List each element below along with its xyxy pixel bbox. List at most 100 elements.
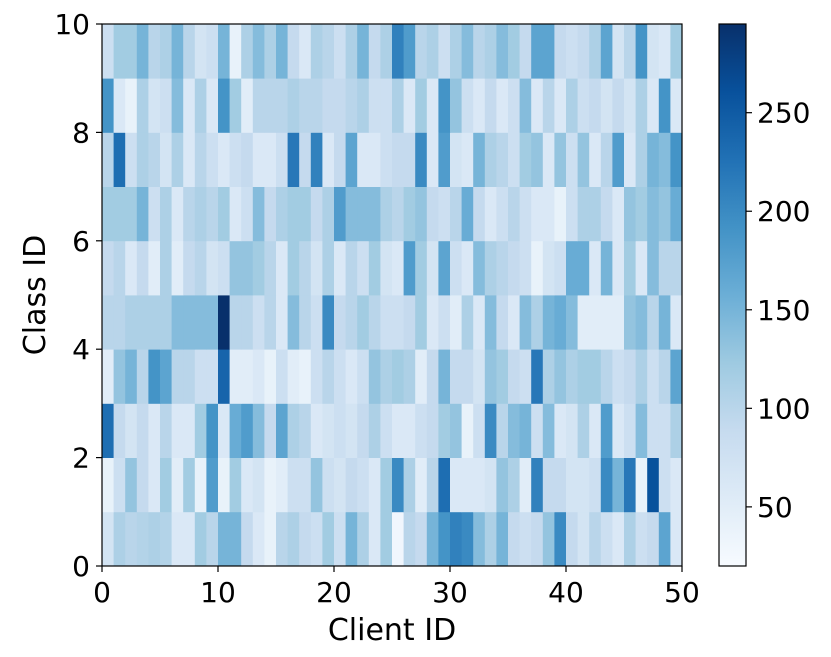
- heatmap-cell: [392, 240, 404, 296]
- heatmap-cell: [102, 295, 114, 350]
- heatmap-cell: [403, 457, 416, 513]
- heatmap-cell: [438, 403, 451, 458]
- heatmap-cell: [647, 78, 660, 133]
- heatmap-cell: [218, 457, 230, 513]
- heatmap-cell: [148, 132, 161, 187]
- x-axis-label: Client ID: [328, 613, 456, 648]
- heatmap-cell: [647, 240, 660, 296]
- heatmap-cell: [183, 186, 196, 242]
- heatmap-cell: [461, 295, 474, 350]
- heatmap-cell: [438, 295, 451, 350]
- y-tick-label: 4: [72, 333, 90, 366]
- heatmap-cell: [229, 186, 242, 242]
- heatmap-cell: [519, 78, 532, 133]
- heatmap-cell: [345, 240, 358, 296]
- heatmap-cell: [624, 349, 636, 404]
- heatmap-cell: [229, 295, 242, 350]
- heatmap-cell: [113, 24, 126, 79]
- heatmap-cell: [125, 511, 138, 567]
- heatmap-cell: [670, 24, 683, 79]
- heatmap-cell: [218, 511, 230, 567]
- colorbar-tick-label: 250: [757, 97, 810, 130]
- heatmap-cell: [183, 240, 196, 296]
- heatmap-cell: [194, 457, 207, 513]
- heatmap-cell: [194, 403, 207, 458]
- heatmap-cell: [461, 457, 474, 513]
- heatmap-cell: [670, 240, 683, 296]
- heatmap-cell: [334, 186, 346, 242]
- heatmap-cell: [658, 240, 671, 296]
- heatmap-cell: [624, 24, 636, 79]
- heatmap-cell: [589, 457, 602, 513]
- heatmap-cell: [287, 186, 300, 242]
- heatmap-cell: [357, 349, 370, 404]
- heatmap-cell: [380, 403, 393, 458]
- heatmap-cell: [183, 24, 196, 79]
- heatmap-cell: [600, 186, 613, 242]
- heatmap-cell: [287, 349, 300, 404]
- heatmap-cell: [334, 403, 346, 458]
- heatmap-cell: [206, 24, 219, 79]
- heatmap-cell: [218, 132, 230, 187]
- heatmap-cell: [125, 349, 138, 404]
- heatmap-cell: [624, 403, 636, 458]
- heatmap-cell: [287, 457, 300, 513]
- heatmap-cell: [299, 403, 312, 458]
- heatmap-cell: [554, 457, 567, 513]
- heatmap-cell: [415, 457, 428, 513]
- heatmap-cell: [334, 349, 346, 404]
- heatmap-cell: [148, 403, 161, 458]
- heatmap-cell: [658, 295, 671, 350]
- heatmap-cell: [542, 240, 555, 296]
- heatmap-cell: [160, 403, 172, 458]
- heatmap-cell: [241, 511, 254, 567]
- heatmap-cell: [148, 349, 161, 404]
- heatmap-cell: [241, 403, 254, 458]
- heatmap-cell: [252, 186, 265, 242]
- x-axis-ticks: 0 10 20 30 40 50: [93, 566, 700, 609]
- heatmap-cell: [635, 511, 648, 567]
- heatmap-cell: [473, 511, 486, 567]
- heatmap-cell: [229, 132, 242, 187]
- heatmap-cell: [252, 132, 265, 187]
- heatmap-cell: [160, 295, 172, 350]
- heatmap-cell: [113, 132, 126, 187]
- heatmap-cell: [426, 186, 439, 242]
- heatmap-cell: [334, 78, 346, 133]
- y-tick-label: 6: [72, 225, 90, 258]
- heatmap-cell: [473, 186, 486, 242]
- heatmap-cell: [554, 240, 567, 296]
- heatmap-cell: [229, 78, 242, 133]
- heatmap-cell: [600, 240, 613, 296]
- heatmap-cell: [368, 132, 381, 187]
- heatmap-cell: [542, 132, 555, 187]
- heatmap-cell: [229, 457, 242, 513]
- heatmap-cell: [136, 403, 149, 458]
- heatmap-cell: [102, 403, 114, 458]
- heatmap-cell: [310, 511, 323, 567]
- heatmap-cell: [287, 132, 300, 187]
- heatmap-cell: [368, 349, 381, 404]
- heatmap-cell: [484, 132, 497, 187]
- heatmap-cell: [484, 24, 497, 79]
- heatmap-cell: [635, 132, 648, 187]
- heatmap-cell: [670, 457, 683, 513]
- heatmap-cell: [426, 457, 439, 513]
- heatmap-cell: [368, 403, 381, 458]
- heatmap-cell: [508, 457, 520, 513]
- heatmap-cell: [531, 511, 544, 567]
- heatmap-cell: [125, 403, 138, 458]
- heatmap-cell: [113, 240, 126, 296]
- heatmap-cell: [531, 403, 544, 458]
- heatmap-cell: [403, 295, 416, 350]
- heatmap-cell: [589, 403, 602, 458]
- x-tick-label: 20: [316, 576, 352, 609]
- heatmap-cell: [113, 186, 126, 242]
- heatmap-cell: [368, 78, 381, 133]
- heatmap-cell: [310, 457, 323, 513]
- heatmap-cell: [252, 295, 265, 350]
- heatmap-cell: [102, 132, 114, 187]
- heatmap-cell: [566, 24, 578, 79]
- heatmap-cell: [229, 349, 242, 404]
- heatmap-cell: [438, 186, 451, 242]
